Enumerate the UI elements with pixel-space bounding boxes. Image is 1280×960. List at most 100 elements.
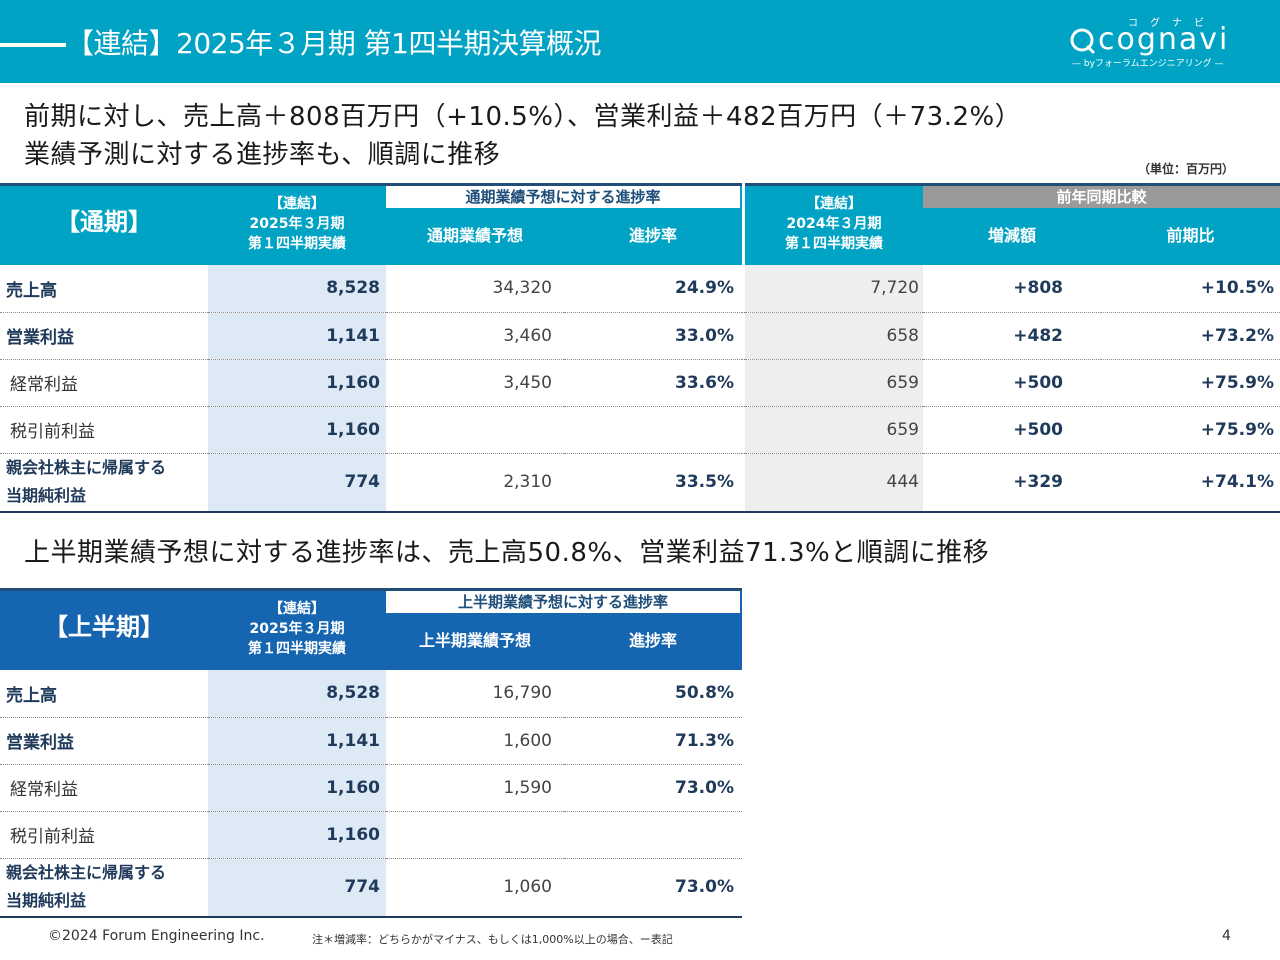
table1-forecast-group-label: 通期業績予想に対する進捗率 [386,186,740,208]
spacer [742,265,745,313]
actual-value: 1,141 [208,312,386,360]
page-number: 4 [1222,928,1231,944]
table-row: 経常利益 1,160 1,590 73.0% [0,764,742,812]
table-row: 税引前利益 1,160 659 +500 +75.9% [0,406,1280,454]
actual-value: 1,141 [208,717,386,765]
rate-value: 33.5% [564,453,742,513]
prev-value: 444 [745,453,923,513]
table1-title: 【通期】 [56,208,152,236]
table2-title: 【上半期】 [44,613,164,641]
headline-2: 業績予測に対する進捗率も、順調に推移 [24,140,501,170]
table2-col-rate: 進捗率 [628,631,677,650]
logo-wordmark: cognavi [1098,22,1230,57]
table-row: 税引前利益 1,160 [0,811,742,859]
forecast-value: 3,450 [386,359,564,407]
forecast-value [386,811,564,859]
row-label: 親会社株主に帰属する 当期純利益 [0,453,208,513]
actual-value: 774 [208,453,386,513]
table-row: 親会社株主に帰属する 当期純利益 774 2,310 33.5% 444 +32… [0,453,1280,513]
logo-kana: コグナビ [1128,18,1216,29]
footnote: 注＊増減率：どちらかがマイナス、もしくは1,000%以上の場合、ー表記 [312,933,673,946]
table2-body: 売上高 8,528 16,790 50.8% 営業利益 1,141 1,600 … [0,670,742,918]
diff-value: +329 [923,453,1101,513]
row-label: 税引前利益 [0,811,208,859]
forecast-value: 16,790 [386,670,564,718]
diff-value: +808 [923,265,1101,313]
prev-value: 659 [745,406,923,454]
actual-header-line3: 第１四半期実績 [248,236,346,252]
table1-col-ratio: 前期比 [1166,226,1215,245]
page-title: 【連結】2025年３月期 第1四半期決算概況 [66,27,601,60]
forecast-value: 34,320 [386,265,564,313]
row-label: 売上高 [0,265,208,313]
actual-header-line1: 【連結】 [269,196,325,212]
actual-value: 1,160 [208,764,386,812]
copyright: ©2024 Forum Engineering Inc. [48,928,265,944]
table2-title-cell: 【上半期】 [0,588,208,670]
ratio-value: +10.5% [1101,265,1280,313]
table1-col-diff: 増減額 [987,226,1036,245]
prev-header-line2: 2024年３月期 [786,216,882,232]
rate-value: 71.3% [564,717,742,765]
table1-actual-header: 【連結】 2025年３月期 第１四半期実績 [208,183,386,265]
table-row: 営業利益 1,141 1,600 71.3% [0,717,742,765]
ratio-value: +75.9% [1101,359,1280,407]
header-accent-line [0,43,66,47]
actual-header-line2: 2025年３月期 [249,216,345,232]
actual-value: 8,528 [208,670,386,718]
prev-header-line1: 【連結】 [806,196,862,212]
table-row: 営業利益 1,141 3,460 33.0% 658 +482 +73.2% [0,312,1280,360]
spacer [742,453,745,513]
rate-value: 33.0% [564,312,742,360]
row-label: 税引前利益 [0,406,208,454]
row-label-line2: 当期純利益 [6,486,87,506]
logo-subtitle: — byフォーラムエンジニアリング — [1072,59,1224,69]
table1-col-rate: 進捗率 [628,226,677,245]
table-row: 売上高 8,528 34,320 24.9% 7,720 +808 +10.5% [0,265,1280,313]
forecast-value: 3,460 [386,312,564,360]
row-label: 親会社株主に帰属する 当期純利益 [0,858,208,918]
forecast-value: 1,590 [386,764,564,812]
rate-value [564,406,742,454]
actual-value: 1,160 [208,811,386,859]
forecast-value: 1,060 [386,858,564,918]
prev-header-line3: 第１四半期実績 [785,236,883,252]
rate-value: 50.8% [564,670,742,718]
actual-value: 1,160 [208,359,386,407]
row-label: 経常利益 [0,764,208,812]
actual-value: 1,160 [208,406,386,454]
table1-col-forecast: 通期業績予想 [426,226,523,245]
table2-actual-header: 【連結】 2025年３月期 第１四半期実績 [208,588,386,670]
ratio-value: +74.1% [1101,453,1280,513]
rate-value: 73.0% [564,858,742,918]
table-row: 売上高 8,528 16,790 50.8% [0,670,742,718]
prev-value: 659 [745,359,923,407]
row-label-line1: 親会社株主に帰属する [6,863,167,883]
cognavi-logo: コグナビ cognavi — byフォーラムエンジニアリング — [1068,12,1243,72]
table1-body: 売上高 8,528 34,320 24.9% 7,720 +808 +10.5%… [0,265,1280,513]
row-label: 営業利益 [0,312,208,360]
logo-mark-icon [1070,28,1095,54]
ratio-value: +73.2% [1101,312,1280,360]
headline-3: 上半期業績予想に対する進捗率は、売上高50.8%、営業利益71.3%と順調に推移 [24,538,990,568]
table-row: 経常利益 1,160 3,450 33.6% 659 +500 +75.9% [0,359,1280,407]
prev-value: 658 [745,312,923,360]
diff-value: +500 [923,359,1101,407]
rate-value: 33.6% [564,359,742,407]
table2-forecast-group-label: 上半期業績予想に対する進捗率 [386,591,740,613]
table1-prev-header: 【連結】 2024年３月期 第１四半期実績 [745,183,923,265]
row-label: 売上高 [0,670,208,718]
row-label: 経常利益 [0,359,208,407]
header-bar: 【連結】2025年３月期 第1四半期決算概況 コグナビ cognavi — by… [0,0,1280,83]
forecast-value: 2,310 [386,453,564,513]
row-label-line2: 当期純利益 [6,891,87,911]
actual-header-line2: 2025年３月期 [249,621,345,637]
actual-value: 8,528 [208,265,386,313]
prev-value: 7,720 [745,265,923,313]
table1-compare-group-label: 前年同期比較 [923,186,1280,208]
diff-value: +482 [923,312,1101,360]
table-row: 親会社株主に帰属する 当期純利益 774 1,060 73.0% [0,858,742,918]
actual-value: 774 [208,858,386,918]
spacer [742,406,745,454]
table1-title-cell: 【通期】 [0,183,208,265]
